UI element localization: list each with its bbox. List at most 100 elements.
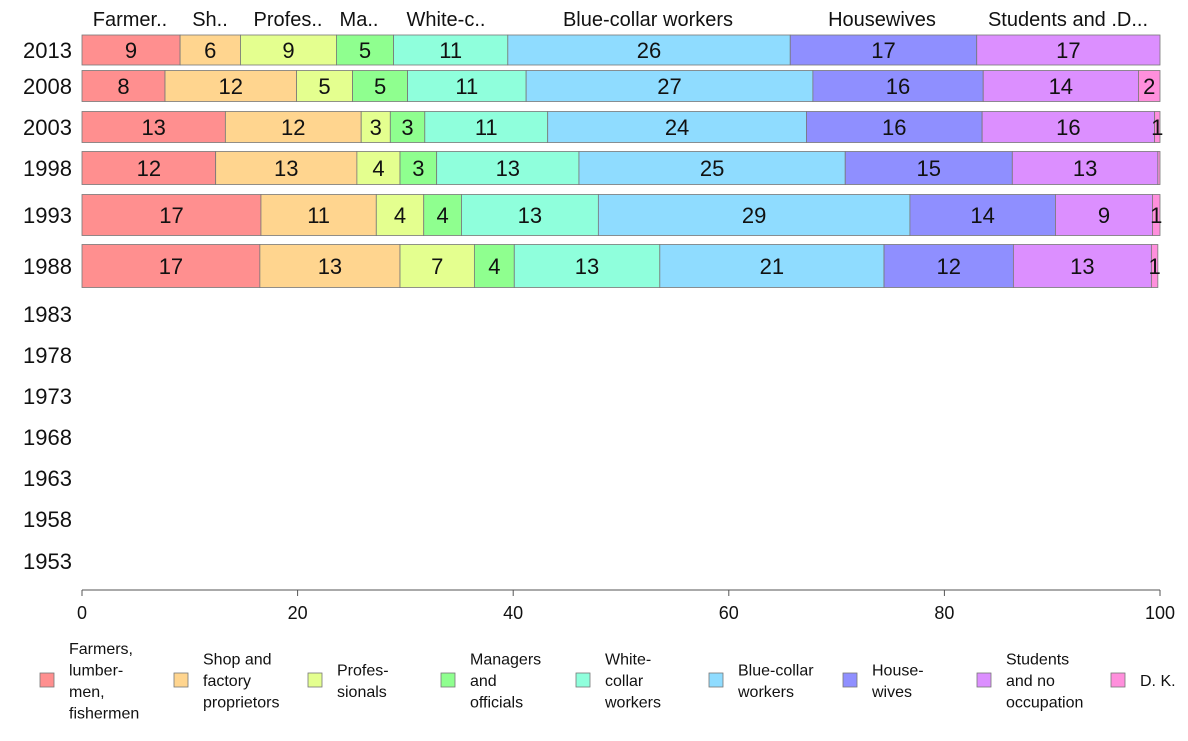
- bar-segment: [81, 111, 226, 143]
- data-label: 16: [1056, 115, 1080, 140]
- legend-swatch: [307, 672, 323, 688]
- bar-segment: [547, 111, 807, 143]
- year-label: 1958: [23, 507, 72, 532]
- legend-label: fishermen: [69, 705, 139, 722]
- bar-segment: [356, 151, 401, 185]
- x-tick-label: 0: [77, 603, 87, 623]
- data-label: 13: [1073, 156, 1097, 181]
- legend-label: Students: [1006, 652, 1069, 669]
- legend-item: Farmers, lumber-men, fishermen: [39, 641, 139, 722]
- legend-label: Blue-collar: [738, 662, 814, 679]
- legend-item: Students and no occupation: [976, 652, 1083, 712]
- x-axis: 0 20 40 60 80 100: [77, 589, 1175, 623]
- data-label: 25: [700, 156, 724, 181]
- bar-segment: [473, 244, 515, 288]
- data-label: 4: [488, 254, 500, 279]
- data-label: 3: [370, 115, 382, 140]
- bar-segment: [789, 34, 978, 66]
- data-label: 13: [1070, 254, 1094, 279]
- top-header-label: Ma..: [340, 9, 379, 31]
- bar-segment: [81, 70, 166, 102]
- bar-segment: [909, 194, 1056, 236]
- legend-item: Managers and officials: [440, 652, 541, 712]
- bar-segment: [513, 244, 661, 288]
- data-label: 15: [917, 156, 941, 181]
- legend-swatch: [842, 672, 858, 688]
- bar-segment: [1150, 244, 1159, 288]
- data-label: 3: [401, 115, 413, 140]
- year-label: 1988: [23, 254, 72, 279]
- data-label: 16: [886, 74, 910, 99]
- legend-label: and no: [1006, 673, 1055, 690]
- year-label: 2008: [23, 74, 72, 99]
- data-label: 1: [1150, 203, 1162, 228]
- data-label: 17: [159, 203, 183, 228]
- bar-segment: [507, 34, 791, 66]
- bars-group: 9 6 9 5 11 26 17 178 12 5 5 11 27 16 14 213 12 3 3 11 24 16 16…: [81, 34, 1163, 288]
- legend-label: lumber-: [69, 662, 123, 679]
- legend-label: and: [470, 673, 497, 690]
- bar-segment: [224, 111, 362, 143]
- data-label: 13: [518, 203, 542, 228]
- x-tick-label: 40: [503, 603, 523, 623]
- legend-label: wives: [871, 684, 912, 701]
- legend-label: Farmers,: [69, 641, 133, 658]
- data-label: 9: [282, 38, 294, 63]
- y-axis-labels: 2013 2008 2003 1998 1993 1988 1983 1978 1973 1968…: [23, 38, 72, 574]
- data-label: 11: [475, 115, 498, 140]
- data-label: 13: [141, 115, 165, 140]
- bar-segment: [360, 111, 391, 143]
- legend-item: House-wives: [842, 662, 924, 701]
- x-tick-label: 20: [288, 603, 308, 623]
- data-label: 12: [281, 115, 305, 140]
- year-label: 1978: [23, 343, 72, 368]
- data-label: 26: [637, 38, 661, 63]
- bar-segment: [461, 194, 599, 236]
- top-header-label: Students and .D...: [988, 9, 1148, 31]
- bar-segment: [352, 70, 408, 102]
- data-label: 5: [318, 74, 330, 99]
- legend-label: White-: [605, 652, 651, 669]
- bar-segment: [81, 34, 181, 66]
- bar-segment: [375, 194, 425, 236]
- data-label: 4: [436, 203, 448, 228]
- legend-swatch: [1110, 672, 1126, 688]
- data-label: 14: [1049, 74, 1073, 99]
- bar-segment: [81, 194, 262, 236]
- year-label: 1973: [23, 384, 72, 409]
- data-label: 13: [575, 254, 599, 279]
- x-tick-label: 100: [1145, 603, 1175, 623]
- data-label: 17: [871, 38, 895, 63]
- data-label: 21: [760, 254, 784, 279]
- legend-swatch: [708, 672, 724, 688]
- data-label: 12: [219, 74, 243, 99]
- legend: Farmers, lumber-men, fishermen Shop and fact…: [39, 641, 1176, 722]
- bar-segment: [981, 111, 1156, 143]
- data-label: 9: [1098, 203, 1110, 228]
- top-category-headers: Farmer.. Sh.. Profes.. Ma.. White-c.. Blue-co…: [93, 9, 1148, 31]
- data-label: 17: [159, 254, 183, 279]
- bar-segment: [164, 70, 297, 102]
- bar-segment: [424, 111, 549, 143]
- data-label: 2: [1143, 74, 1155, 99]
- bar-segment: [179, 34, 241, 66]
- bar-segment: [260, 194, 377, 236]
- top-header-label: Profes..: [254, 9, 323, 31]
- legend-label: proprietors: [203, 695, 279, 712]
- legend-label: officials: [470, 695, 523, 712]
- data-label: 1: [1148, 254, 1160, 279]
- bar-segment: [240, 34, 337, 66]
- bar-segment: [1011, 151, 1159, 185]
- data-label: 13: [318, 254, 342, 279]
- top-header-label: White-c..: [407, 9, 486, 31]
- data-label: 24: [665, 115, 689, 140]
- legend-label: sionals: [337, 684, 387, 701]
- bar-segment: [399, 151, 438, 185]
- legend-label: workers: [604, 695, 661, 712]
- x-tick-label: 80: [934, 603, 954, 623]
- legend-item: Profes-sionals: [307, 662, 389, 701]
- year-label: 1998: [23, 156, 72, 181]
- data-label: 3: [412, 156, 424, 181]
